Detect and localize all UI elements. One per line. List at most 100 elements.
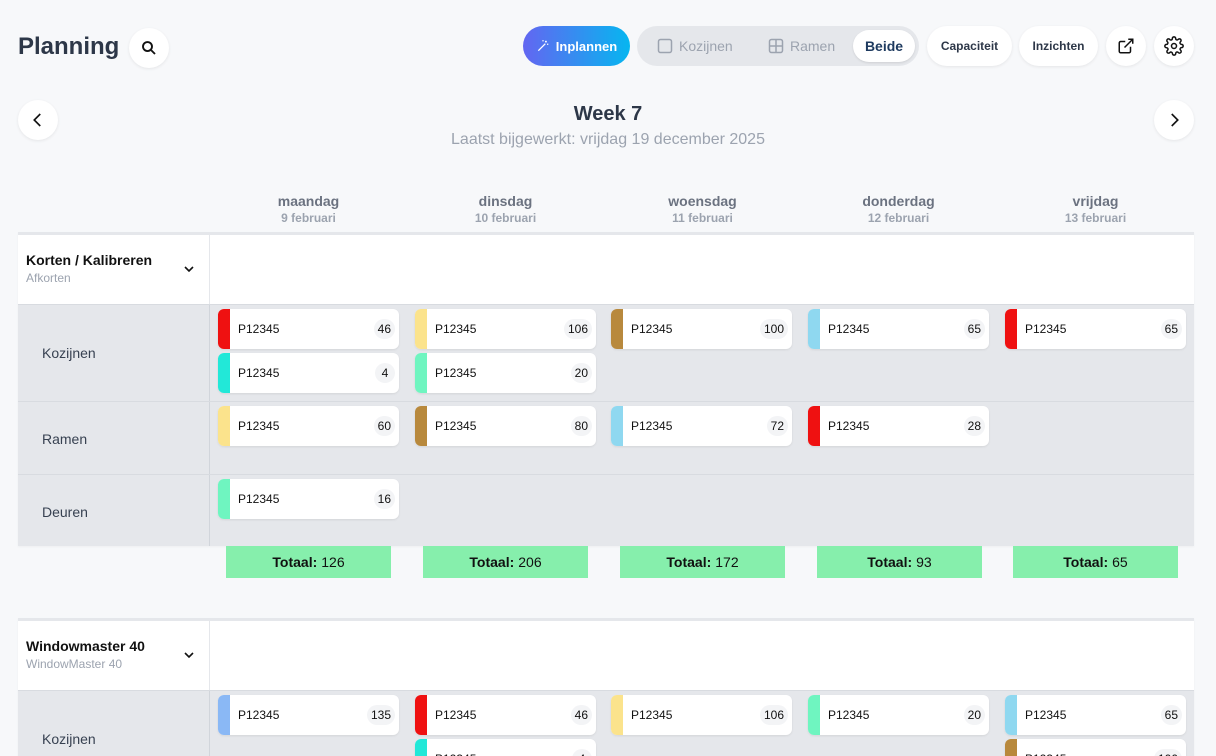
order-card[interactable]: P12345 46 xyxy=(218,309,399,349)
total-badge: Totaal: 93 xyxy=(817,546,982,578)
total-label: Totaal: xyxy=(272,554,318,570)
total-label: Totaal: xyxy=(469,554,515,570)
status-color-bar xyxy=(218,406,230,446)
total-label: Totaal: xyxy=(867,554,913,570)
quantity-badge: 65 xyxy=(963,319,985,339)
total-badge: Totaal: 126 xyxy=(226,546,391,578)
order-card[interactable]: P12345 65 xyxy=(1005,695,1186,735)
row-divider xyxy=(209,475,210,546)
row-label: Kozijnen xyxy=(42,345,96,361)
section-name: Korten / Kalibreren xyxy=(26,252,153,268)
order-card[interactable]: P12345 106 xyxy=(415,309,596,349)
total-value: 93 xyxy=(916,554,932,570)
prev-week-button[interactable] xyxy=(18,100,58,140)
order-card[interactable]: P12345 60 xyxy=(218,406,399,446)
insights-button-label: Inzichten xyxy=(1032,39,1085,53)
order-id: P12345 xyxy=(828,419,870,433)
quantity-badge: 80 xyxy=(570,416,592,436)
quantity-badge: 46 xyxy=(570,705,592,725)
order-card[interactable]: P12345 135 xyxy=(218,695,399,735)
order-card[interactable]: P12345 20 xyxy=(808,695,989,735)
order-card[interactable]: P12345 46 xyxy=(415,695,596,735)
insights-button[interactable]: Inzichten xyxy=(1019,26,1098,66)
open-external-button[interactable] xyxy=(1106,26,1146,66)
quantity-badge: 20 xyxy=(963,705,985,725)
order-card[interactable]: P12345 106 xyxy=(611,695,792,735)
order-id: P12345 xyxy=(435,366,477,380)
magic-wand-icon xyxy=(537,40,549,52)
status-color-bar xyxy=(218,353,230,393)
section-korten-kalibreren: Korten / Kalibreren Afkorten Kozijnen P1… xyxy=(18,232,1194,546)
row-ramen: Ramen P12345 60 P12345 80 P12345 72 P12345 28 xyxy=(18,401,1194,474)
order-id: P12345 xyxy=(1025,708,1067,722)
day-name: woensdag xyxy=(668,193,737,209)
search-button[interactable] xyxy=(129,28,169,68)
status-color-bar xyxy=(415,406,427,446)
quantity-badge: 20 xyxy=(570,363,592,383)
status-color-bar xyxy=(611,406,623,446)
row-label: Deuren xyxy=(42,504,88,520)
order-card[interactable]: P12345 80 xyxy=(415,406,596,446)
settings-button[interactable] xyxy=(1154,26,1194,66)
search-icon xyxy=(142,41,156,55)
quantity-badge: 100 xyxy=(759,319,788,339)
section-subtitle: Afkorten xyxy=(26,271,71,285)
quantity-badge: 46 xyxy=(373,319,395,339)
capacity-button-label: Capaciteit xyxy=(940,39,999,53)
section-header: Korten / Kalibreren Afkorten xyxy=(18,235,1194,304)
toggle-beide-label: Beide xyxy=(864,38,904,54)
row-label: Ramen xyxy=(42,431,88,447)
status-color-bar xyxy=(1005,695,1017,735)
day-date: 12 februari xyxy=(867,211,930,225)
week-title: Week 7 xyxy=(573,103,643,125)
quantity-badge: 65 xyxy=(1160,705,1182,725)
status-color-bar xyxy=(808,309,820,349)
row-divider xyxy=(209,691,210,756)
total-label: Totaal: xyxy=(1063,554,1109,570)
order-card[interactable]: P12345 100 xyxy=(611,309,792,349)
quantity-badge: 16 xyxy=(373,489,395,509)
total-badge: Totaal: 65 xyxy=(1013,546,1178,578)
order-card[interactable]: P12345 72 xyxy=(611,406,792,446)
day-header-1: dinsdag 10 februari xyxy=(407,193,604,225)
day-name: vrijdag xyxy=(1072,193,1119,209)
order-id: P12345 xyxy=(1025,752,1066,756)
order-card[interactable]: P12345 28 xyxy=(808,406,989,446)
order-card[interactable]: P12345 100 xyxy=(1005,739,1186,756)
day-date: 10 februari xyxy=(474,211,537,225)
order-card[interactable]: P12345 65 xyxy=(808,309,989,349)
order-id: P12345 xyxy=(238,419,280,433)
toggle-ramen[interactable]: Ramen xyxy=(768,30,835,62)
chevron-down-icon[interactable] xyxy=(182,648,196,662)
quantity-badge: 135 xyxy=(366,705,395,725)
view-toggle: Kozijnen Ramen Beide xyxy=(637,26,919,66)
window-grid-icon xyxy=(768,38,784,54)
toggle-beide[interactable]: Beide xyxy=(853,30,915,62)
order-id: P12345 xyxy=(238,492,280,506)
order-id: P12345 xyxy=(435,708,477,722)
status-color-bar xyxy=(218,479,230,519)
quantity-badge: 60 xyxy=(373,416,395,436)
total-value: 65 xyxy=(1112,554,1128,570)
plan-button[interactable]: Inplannen xyxy=(523,26,630,66)
status-color-bar xyxy=(611,695,623,735)
order-id: P12345 xyxy=(238,366,280,380)
chevron-down-icon[interactable] xyxy=(182,262,196,276)
next-week-button[interactable] xyxy=(1154,100,1194,140)
status-color-bar xyxy=(415,739,427,756)
day-name: donderdag xyxy=(862,193,935,209)
status-color-bar xyxy=(218,309,230,349)
row-divider xyxy=(209,305,210,401)
order-card[interactable]: P12345 4 xyxy=(415,739,596,756)
day-date: 11 februari xyxy=(672,211,733,225)
order-card[interactable]: P12345 20 xyxy=(415,353,596,393)
order-card[interactable]: P12345 65 xyxy=(1005,309,1186,349)
toggle-kozijnen[interactable]: Kozijnen xyxy=(657,30,733,62)
quantity-badge: 72 xyxy=(766,416,788,436)
capacity-button[interactable]: Capaciteit xyxy=(927,26,1012,66)
status-color-bar xyxy=(808,695,820,735)
quantity-badge: 106 xyxy=(759,705,788,725)
order-id: P12345 xyxy=(828,322,870,336)
order-card[interactable]: P12345 4 xyxy=(218,353,399,393)
order-card[interactable]: P12345 16 xyxy=(218,479,399,519)
